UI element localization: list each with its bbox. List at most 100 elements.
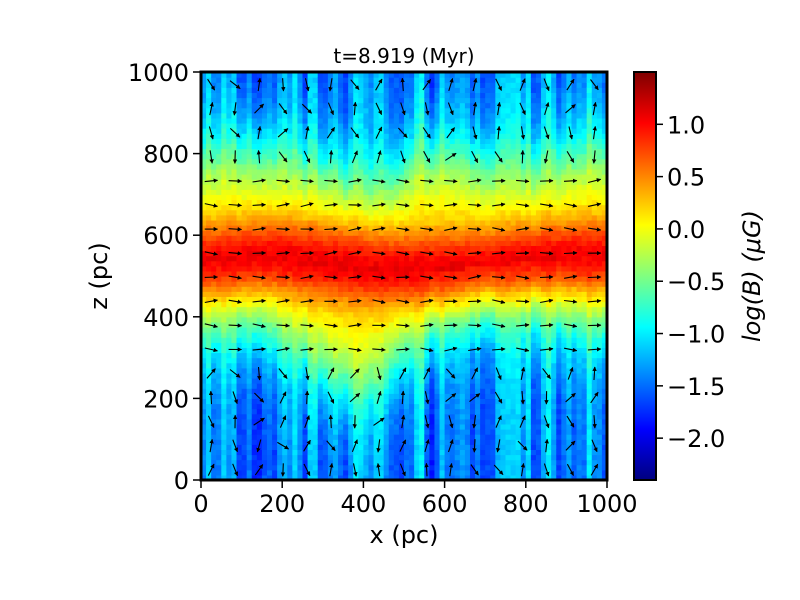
heatmap-cell — [419, 316, 425, 323]
heatmap-cell — [292, 454, 299, 461]
heatmap-cell — [515, 474, 522, 481]
heatmap-cell — [373, 434, 380, 440]
heatmap-cell — [211, 184, 217, 190]
heatmap-cell — [363, 418, 370, 425]
heatmap-cell — [332, 337, 339, 343]
heatmap-cell — [338, 219, 344, 226]
heatmap-cell — [383, 117, 390, 124]
heatmap-cell — [251, 311, 258, 318]
heatmap-cell — [515, 418, 522, 425]
heatmap-cell — [338, 255, 344, 262]
heatmap-cell — [236, 286, 243, 292]
heatmap-cell — [231, 347, 238, 354]
heatmap-cell — [226, 87, 233, 93]
heatmap-cell — [236, 403, 243, 410]
heatmap-cell — [505, 123, 512, 129]
heatmap-cell — [292, 357, 299, 364]
heatmap-cell — [236, 306, 243, 313]
heatmap-cell — [434, 327, 441, 333]
heatmap-cell — [475, 362, 481, 369]
heatmap-cell — [358, 286, 364, 292]
heatmap-cell — [515, 362, 522, 369]
heatmap-cell — [348, 148, 354, 155]
heatmap-cell — [292, 276, 299, 282]
heatmap-cell — [226, 362, 233, 369]
heatmap-cell — [332, 316, 339, 323]
heatmap-cell — [414, 97, 420, 104]
heatmap-cell — [241, 306, 248, 313]
heatmap-cell — [343, 128, 349, 134]
heatmap-cell — [388, 398, 395, 405]
heatmap-cell — [358, 250, 364, 257]
heatmap-cell — [469, 393, 476, 399]
heatmap-cell — [261, 82, 268, 88]
heatmap-cell — [211, 240, 217, 246]
heatmap-cell — [429, 265, 436, 272]
heatmap-cell — [206, 429, 212, 435]
heatmap-cell — [282, 291, 288, 297]
heatmap-cell — [297, 270, 304, 277]
heatmap-cell — [373, 286, 380, 292]
heatmap-cell — [378, 403, 385, 410]
heatmap-cell — [282, 143, 288, 150]
heatmap-cell — [505, 281, 512, 287]
heatmap-cell — [343, 372, 349, 379]
heatmap-cell — [449, 72, 456, 78]
heatmap-cell — [510, 367, 517, 374]
heatmap-cell — [221, 92, 227, 99]
heatmap-cell — [409, 429, 415, 435]
heatmap-cell — [246, 398, 253, 405]
heatmap-cell — [256, 240, 263, 246]
heatmap-cell — [251, 337, 258, 343]
heatmap-cell — [343, 250, 349, 257]
heatmap-cell — [216, 158, 222, 165]
heatmap-cell — [449, 403, 456, 410]
heatmap-cell — [277, 168, 283, 175]
heatmap-cell — [327, 184, 334, 190]
heatmap-cell — [398, 230, 405, 236]
heatmap-cell — [404, 418, 410, 425]
heatmap-cell — [404, 265, 410, 272]
heatmap-cell — [231, 429, 238, 435]
heatmap-cell — [388, 449, 395, 456]
heatmap-cell — [500, 347, 507, 354]
heatmap-cell — [317, 286, 324, 292]
heatmap-cell — [383, 194, 390, 201]
heatmap-cell — [226, 372, 233, 379]
heatmap-cell — [414, 398, 420, 405]
heatmap-cell — [414, 107, 420, 114]
heatmap-cell — [485, 372, 491, 379]
heatmap-cell — [454, 87, 461, 93]
heatmap-cell — [490, 260, 496, 267]
heatmap-cell — [398, 327, 405, 333]
heatmap-cell — [327, 240, 334, 246]
heatmap-cell — [312, 301, 319, 308]
heatmap-cell — [388, 311, 395, 318]
heatmap-cell — [388, 270, 395, 277]
heatmap-cell — [322, 255, 329, 262]
heatmap-cell — [449, 454, 456, 461]
heatmap-cell — [464, 143, 471, 150]
heatmap-cell — [236, 398, 243, 405]
heatmap-cell — [480, 429, 486, 435]
heatmap-cell — [312, 469, 319, 476]
heatmap-cell — [363, 281, 370, 287]
heatmap-cell — [241, 235, 248, 241]
heatmap-cell — [464, 383, 471, 389]
heatmap-cell — [312, 321, 319, 328]
heatmap-cell — [277, 383, 283, 389]
heatmap-cell — [398, 306, 405, 313]
heatmap-cell — [282, 464, 288, 471]
heatmap-cell — [419, 464, 425, 471]
heatmap-cell — [393, 449, 400, 456]
heatmap-cell — [343, 270, 349, 277]
heatmap-cell — [398, 72, 405, 78]
heatmap-cell — [312, 270, 319, 277]
heatmap-cell — [266, 296, 273, 303]
heatmap-cell — [201, 367, 207, 374]
heatmap-cell — [206, 260, 212, 267]
heatmap-cell — [388, 352, 395, 359]
heatmap-cell — [246, 439, 253, 445]
heatmap-cell — [388, 102, 395, 109]
heatmap-cell — [251, 72, 258, 78]
